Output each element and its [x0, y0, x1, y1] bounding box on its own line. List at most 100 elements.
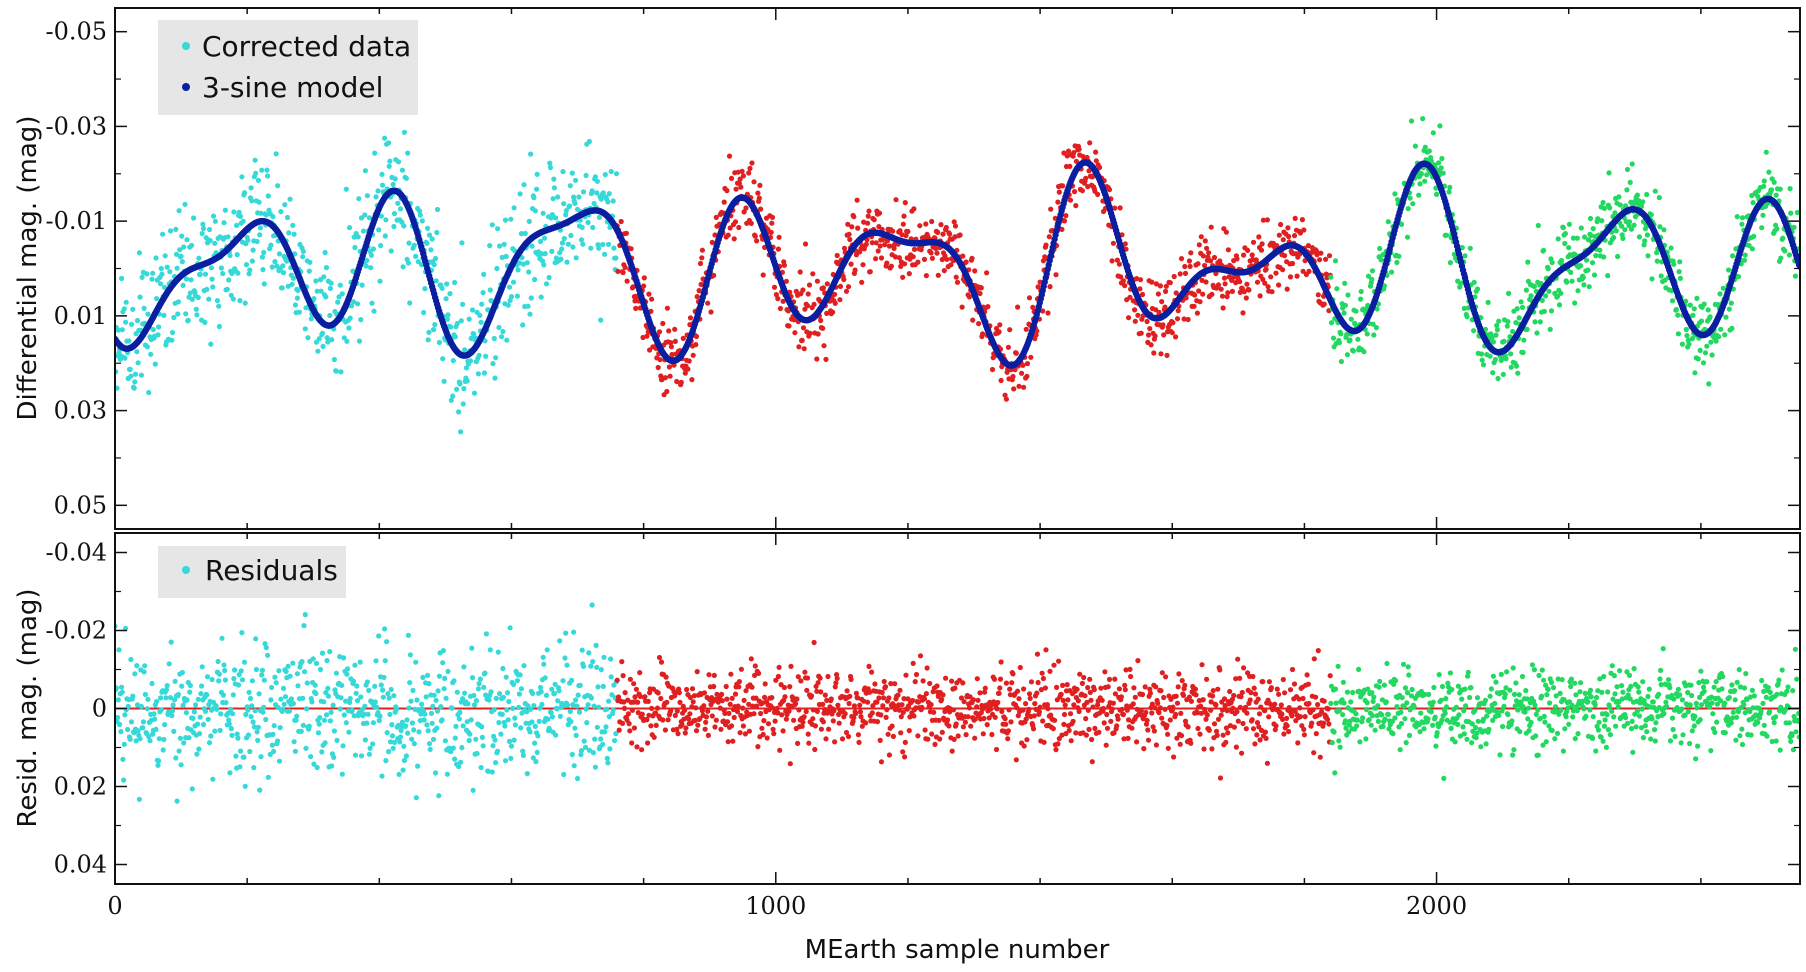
residual-point	[261, 677, 267, 683]
residual-point	[235, 735, 241, 741]
residual-point	[246, 689, 252, 695]
data-point	[1225, 290, 1231, 296]
data-point	[1291, 233, 1298, 239]
data-point	[1286, 233, 1292, 240]
data-point	[888, 263, 895, 269]
data-point	[432, 255, 439, 262]
residual-point	[435, 688, 441, 694]
data-point	[260, 267, 266, 273]
data-point	[1263, 266, 1269, 272]
residual-point	[483, 631, 489, 637]
residual-point	[442, 738, 448, 744]
data-point	[1169, 330, 1175, 336]
residual-point	[419, 701, 425, 707]
residual-point	[521, 663, 527, 669]
data-point	[220, 270, 226, 277]
data-point	[590, 224, 596, 231]
residual-point	[247, 748, 253, 755]
data-point	[1538, 280, 1544, 287]
data-point	[496, 324, 502, 331]
residual-point	[272, 674, 278, 680]
data-point	[268, 242, 274, 248]
residual-point	[366, 751, 372, 757]
data-point	[460, 401, 466, 407]
residual-point	[286, 708, 292, 714]
data-point	[921, 256, 928, 262]
residual-point	[263, 645, 269, 651]
residual-point	[123, 625, 129, 631]
data-point	[954, 279, 961, 285]
residual-point	[517, 672, 523, 678]
residual-point	[557, 638, 563, 644]
residual-point	[383, 758, 389, 764]
data-point	[1046, 234, 1052, 240]
data-point	[469, 307, 476, 313]
data-point	[1332, 258, 1339, 264]
data-point	[1259, 241, 1265, 247]
data-point	[380, 182, 386, 188]
data-point	[202, 271, 209, 277]
residual-point	[436, 793, 442, 799]
data-point	[148, 351, 154, 357]
residual-point	[450, 745, 456, 751]
residual-point	[300, 722, 306, 728]
data-point	[1110, 240, 1116, 246]
data-point	[814, 278, 821, 284]
data-point	[1073, 158, 1079, 164]
data-point	[929, 218, 935, 225]
data-point	[1254, 279, 1261, 285]
data-point	[564, 259, 570, 265]
data-point	[296, 309, 302, 315]
residual-point	[317, 666, 324, 673]
data-point	[792, 330, 798, 336]
data-point	[1644, 232, 1650, 238]
data-point	[280, 263, 286, 269]
data-point	[175, 311, 181, 317]
data-point	[1287, 274, 1294, 280]
data-point	[358, 317, 364, 323]
residual-point	[339, 682, 345, 689]
data-point	[150, 327, 156, 333]
data-point	[1457, 284, 1463, 290]
data-point	[674, 378, 680, 385]
data-point	[541, 262, 547, 268]
data-point	[910, 254, 916, 260]
data-point	[458, 429, 464, 435]
residual-point	[163, 695, 169, 701]
data-point	[448, 397, 454, 403]
data-point	[655, 364, 661, 371]
data-point	[689, 377, 695, 383]
residual-point	[510, 681, 517, 688]
data-point	[550, 196, 556, 202]
residual-point	[146, 733, 152, 740]
data-point	[471, 390, 478, 396]
data-point	[1182, 270, 1189, 276]
residual-point	[354, 683, 360, 689]
data-point	[164, 264, 170, 270]
data-point	[1037, 279, 1043, 285]
data-point	[1223, 229, 1229, 235]
residual-point	[502, 723, 508, 729]
data-point	[495, 226, 501, 232]
data-point	[1518, 299, 1524, 305]
data-point	[253, 170, 259, 176]
data-point	[155, 332, 161, 338]
data-point	[1144, 318, 1150, 325]
data-point	[1394, 259, 1400, 266]
data-point	[1485, 299, 1491, 305]
data-point	[811, 301, 817, 307]
data-point	[450, 358, 456, 364]
data-point	[1606, 170, 1612, 176]
data-point	[578, 237, 585, 243]
residual-point	[428, 710, 435, 717]
data-point	[292, 302, 298, 308]
data-point	[871, 217, 877, 223]
data-point	[738, 184, 744, 190]
data-point	[206, 296, 212, 302]
residual-point	[247, 695, 254, 702]
residual-point	[195, 721, 201, 727]
data-point	[176, 208, 182, 214]
data-point	[600, 190, 606, 196]
data-point	[815, 331, 821, 337]
data-point	[1028, 354, 1034, 360]
